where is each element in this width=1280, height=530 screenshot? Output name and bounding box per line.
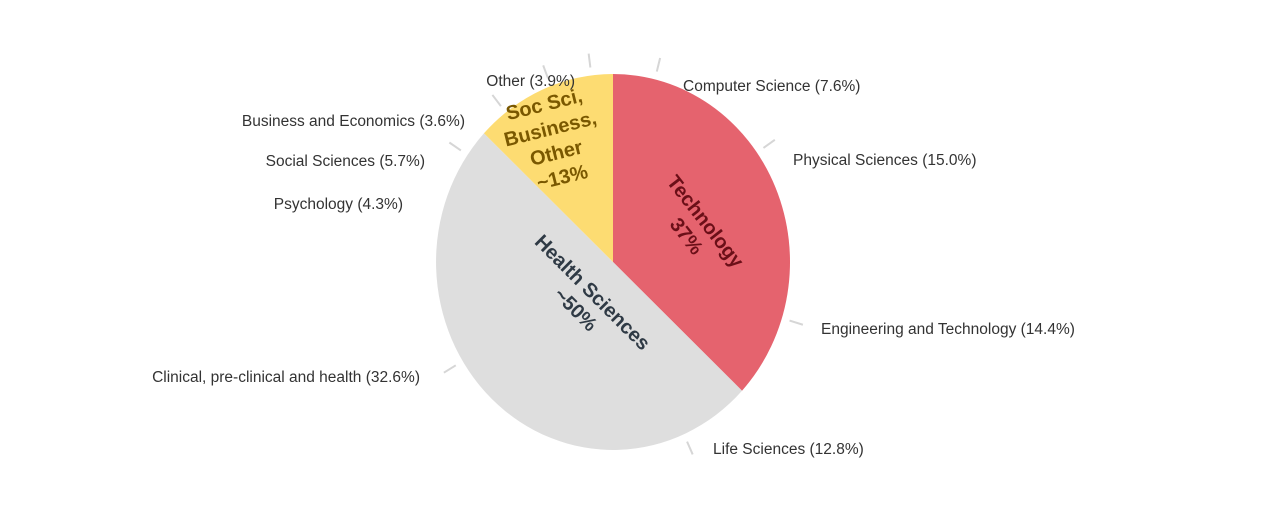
leader-line-physical-sciences: [762, 138, 776, 149]
leader-line-business-and-economics: [542, 65, 550, 79]
leader-line-other: [587, 53, 592, 68]
slice-label-physical-sciences: Physical Sciences (15.0%): [793, 152, 977, 169]
slice-label-computer-science: Computer Science (7.6%): [683, 78, 860, 95]
leader-lines: [443, 53, 804, 455]
leader-line-engineering-and-technology: [789, 319, 804, 326]
slice-label-business: Business and Economics (3.6%): [242, 113, 465, 130]
leader-line-social-sciences: [491, 94, 502, 107]
slice-label-other: Other (3.9%): [486, 73, 575, 90]
leader-line-computer-science: [655, 57, 662, 72]
pie-wedges: [436, 74, 790, 450]
slice-label-engineering: Engineering and Technology (14.4%): [821, 321, 1075, 338]
slice-label-clinical: Clinical, pre-clinical and health (32.6%…: [152, 369, 420, 386]
wedge-health-sciences: [436, 133, 743, 450]
leader-line-life-sciences: [686, 441, 694, 455]
slice-label-life-sciences: Life Sciences (12.8%): [713, 441, 864, 458]
slice-label-psychology: Psychology (4.3%): [274, 196, 403, 213]
wedge-soc-sci: [483, 74, 613, 262]
leader-line-clinical-pre-clinical-and-health: [443, 364, 457, 374]
leader-line-psychology: [448, 141, 462, 152]
slice-label-social-sciences: Social Sciences (5.7%): [266, 153, 425, 170]
wedge-technology: [613, 74, 790, 391]
